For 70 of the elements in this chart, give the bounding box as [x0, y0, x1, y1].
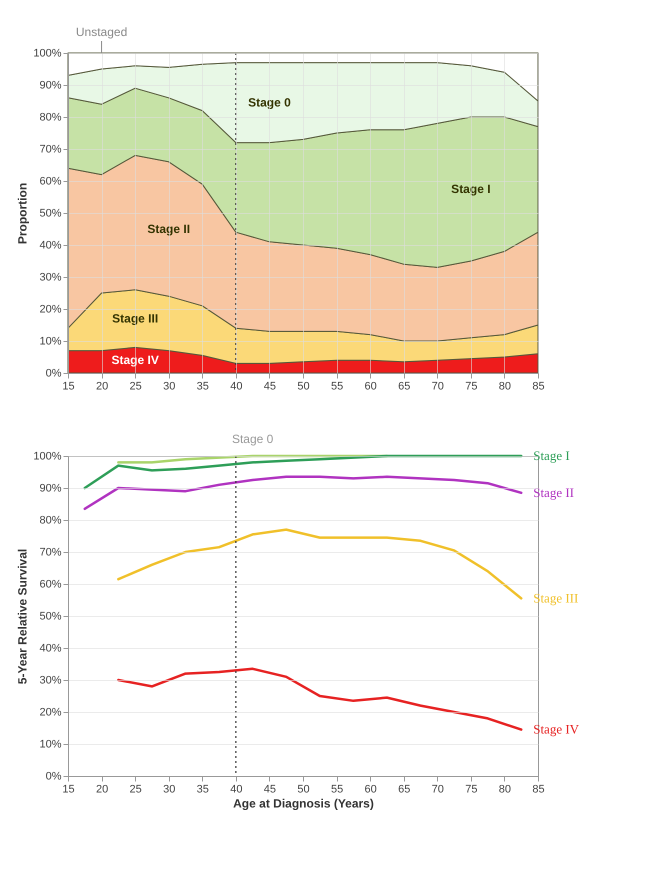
y-tick-label: 60%: [39, 176, 62, 188]
series-label: Stage III: [533, 590, 578, 606]
y-tick-label: 50%: [39, 208, 62, 220]
x-tick-label: 80: [498, 784, 512, 796]
y-tick-label: 10%: [39, 336, 62, 348]
x-tick-label: 35: [196, 784, 209, 796]
y-tick-label: 80%: [39, 112, 62, 124]
x-tick-label: 65: [398, 380, 410, 392]
y-tick-label: 0%: [46, 368, 62, 380]
x-tick-label: 40: [230, 380, 242, 392]
line-series: [117, 668, 522, 731]
line-series: [117, 528, 522, 600]
x-tick-label: 70: [432, 380, 444, 392]
y-tick-label: 100%: [33, 450, 62, 462]
x-tick-label: 45: [264, 380, 276, 392]
x-tick-label: 30: [163, 784, 176, 796]
y-axis-title: Proportion: [15, 182, 30, 244]
x-tick-label: 55: [330, 380, 344, 392]
x-tick-label: 50: [297, 380, 310, 392]
x-tick-label: 65: [398, 784, 410, 796]
y-axis-title: 5-Year Relative Survival: [15, 548, 30, 684]
y-tick-label: 80%: [39, 514, 62, 526]
x-tick-label: 60: [364, 380, 377, 392]
x-axis-title: Age at Diagnosis (Years): [233, 796, 374, 810]
x-tick-label: 60: [364, 784, 377, 796]
y-tick-label: 100%: [33, 48, 62, 60]
x-tick-label: 85: [532, 380, 545, 392]
x-tick-label: 75: [465, 380, 478, 392]
y-tick-label: 90%: [39, 482, 62, 494]
x-tick-label: 20: [96, 380, 108, 392]
series-label: Stage II: [147, 222, 190, 236]
x-tick-label: 35: [196, 380, 209, 392]
y-tick-label: 30%: [39, 674, 62, 686]
y-tick-label: 60%: [39, 578, 62, 590]
x-tick-label: 40: [230, 784, 242, 796]
x-tick-label: 20: [96, 784, 108, 796]
series-label: Unstaged: [76, 25, 128, 39]
x-tick-label: 25: [130, 380, 142, 392]
x-tick-label: 45: [264, 784, 276, 796]
x-tick-label: 55: [330, 784, 344, 796]
series-label: Stage II: [533, 484, 574, 500]
y-tick-label: 20%: [39, 706, 62, 718]
x-tick-label: 30: [163, 380, 176, 392]
line-series: [84, 454, 522, 490]
x-tick-label: 15: [62, 380, 75, 392]
x-tick-label: 75: [465, 784, 478, 796]
series-label: Stage IV: [111, 353, 159, 368]
y-tick-label: 30%: [39, 272, 62, 284]
series-label: Stage IV: [533, 722, 580, 737]
series-label: Stage 0: [232, 432, 274, 446]
series-label: Stage I: [451, 182, 491, 196]
y-tick-label: 10%: [39, 738, 62, 750]
x-tick-label: 50: [297, 784, 310, 796]
series-label: Stage 0: [248, 96, 292, 110]
x-tick-label: 85: [532, 784, 545, 796]
y-tick-label: 40%: [39, 642, 62, 654]
y-tick-label: 90%: [39, 80, 62, 92]
x-tick-label: 15: [62, 784, 75, 796]
series-label: Stage III: [112, 312, 158, 326]
y-tick-label: 20%: [39, 304, 62, 316]
y-tick-label: 70%: [39, 144, 62, 156]
series-label: Stage I: [533, 448, 570, 463]
y-tick-label: 40%: [39, 240, 62, 252]
x-tick-label: 80: [498, 380, 512, 392]
y-tick-label: 50%: [39, 610, 62, 622]
x-tick-label: 70: [432, 784, 444, 796]
y-tick-label: 0%: [46, 770, 62, 782]
x-tick-label: 25: [130, 784, 142, 796]
line-series: [84, 476, 522, 510]
y-tick-label: 70%: [39, 546, 62, 558]
